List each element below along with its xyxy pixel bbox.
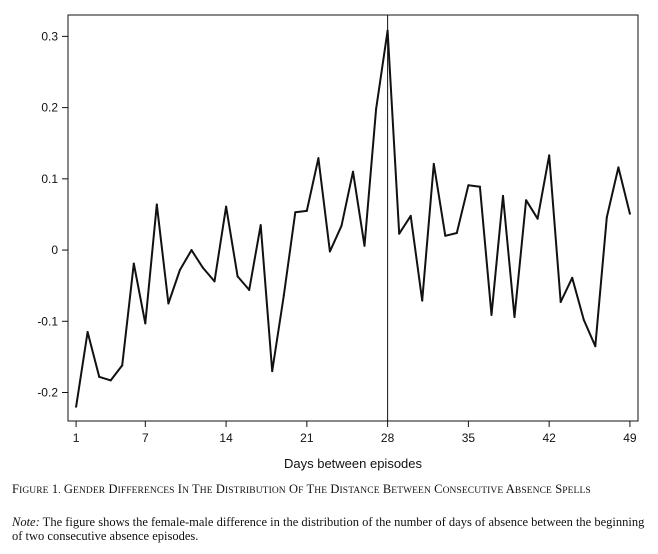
data-point bbox=[271, 370, 274, 373]
data-point bbox=[132, 262, 135, 265]
data-point bbox=[617, 166, 620, 169]
y-tick-label: -0.1 bbox=[37, 314, 58, 328]
data-point bbox=[375, 108, 378, 111]
figure-note: Note: The figure shows the female-male d… bbox=[12, 515, 652, 543]
data-point bbox=[305, 209, 308, 212]
data-point bbox=[144, 322, 147, 325]
x-tick-label: 1 bbox=[73, 431, 80, 445]
x-tick-label: 14 bbox=[219, 431, 233, 445]
data-point bbox=[536, 217, 539, 220]
data-point bbox=[571, 276, 574, 279]
y-axis: -0.2 -0.1 0 0.1 0.2 0.3 bbox=[37, 29, 68, 400]
data-points bbox=[75, 29, 631, 408]
data-point bbox=[478, 185, 481, 188]
data-point bbox=[225, 205, 228, 208]
line-chart: -0.2 -0.1 0 0.1 0.2 0.3 1 7 14 21 28 35 42 49 Days b… bbox=[37, 14, 639, 471]
data-point bbox=[605, 216, 608, 219]
series-line bbox=[75, 29, 631, 407]
data-point bbox=[98, 375, 101, 378]
data-point bbox=[109, 379, 112, 382]
data-point bbox=[236, 275, 239, 278]
x-tick-label: 35 bbox=[462, 431, 476, 445]
data-point bbox=[525, 199, 528, 202]
data-point bbox=[502, 194, 504, 197]
data-point bbox=[594, 345, 597, 348]
y-tick-label: 0 bbox=[51, 243, 58, 257]
data-point bbox=[559, 301, 562, 304]
data-point bbox=[490, 313, 493, 316]
data-point bbox=[409, 214, 412, 217]
x-tick-label: 28 bbox=[381, 431, 395, 445]
y-tick-label: 0.3 bbox=[41, 29, 58, 43]
data-point bbox=[398, 232, 401, 235]
data-point bbox=[86, 330, 89, 333]
data-point bbox=[202, 266, 204, 269]
data-point bbox=[340, 224, 343, 227]
data-point bbox=[213, 280, 216, 283]
y-tick-label: -0.2 bbox=[37, 386, 58, 400]
data-point bbox=[386, 29, 389, 32]
data-point bbox=[455, 231, 458, 234]
data-point bbox=[282, 294, 285, 297]
x-tick-label: 42 bbox=[542, 431, 556, 445]
x-tick-label: 7 bbox=[142, 431, 149, 445]
data-point bbox=[548, 154, 551, 157]
x-axis-title: Days between episodes bbox=[284, 456, 423, 471]
note-label: Note: bbox=[12, 515, 40, 529]
data-point bbox=[628, 212, 631, 215]
x-tick-label: 49 bbox=[623, 431, 637, 445]
figure-caption: FIGURE 1. GENDER DIFFERENCES IN THE DIST… bbox=[12, 482, 591, 496]
data-point bbox=[352, 170, 354, 173]
data-point bbox=[444, 234, 447, 237]
data-point bbox=[155, 203, 158, 206]
data-point bbox=[467, 184, 470, 187]
data-point bbox=[75, 405, 78, 408]
data-point bbox=[363, 244, 366, 247]
data-point bbox=[167, 302, 170, 305]
data-point bbox=[513, 316, 516, 319]
data-point bbox=[248, 288, 251, 291]
data-point bbox=[190, 249, 193, 252]
plot-frame bbox=[67, 14, 639, 422]
data-point bbox=[317, 157, 320, 160]
data-point bbox=[121, 364, 124, 367]
y-tick-label: 0.1 bbox=[41, 172, 58, 186]
data-point bbox=[178, 268, 181, 271]
x-tick-label: 21 bbox=[300, 431, 314, 445]
y-tick-label: 0.2 bbox=[41, 101, 58, 115]
data-point bbox=[294, 211, 297, 214]
data-point bbox=[259, 224, 262, 227]
data-point bbox=[432, 162, 435, 165]
note-text: The figure shows the female-male differe… bbox=[12, 515, 645, 543]
data-point bbox=[582, 318, 585, 321]
data-point bbox=[328, 250, 331, 253]
x-axis: 1 7 14 21 28 35 42 49 bbox=[73, 421, 637, 445]
data-point bbox=[421, 299, 424, 302]
